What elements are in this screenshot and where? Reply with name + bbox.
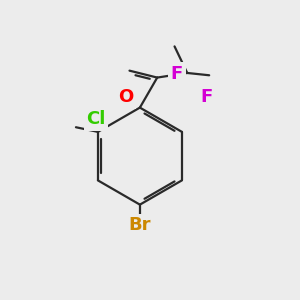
Text: Br: Br (129, 216, 151, 234)
Text: F: F (171, 65, 183, 83)
Text: O: O (118, 88, 134, 106)
Text: F: F (201, 88, 213, 106)
Text: Cl: Cl (86, 110, 106, 128)
